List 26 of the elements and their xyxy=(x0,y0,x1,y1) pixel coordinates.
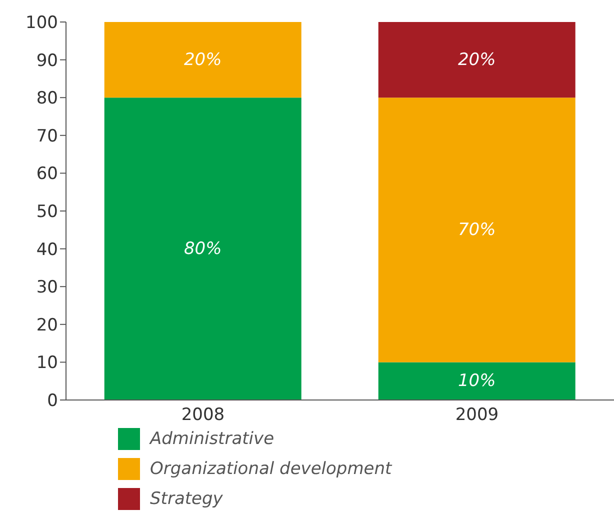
y-tick-label: 20 xyxy=(36,315,58,336)
bar xyxy=(104,22,302,98)
data-label: 20% xyxy=(184,50,222,70)
y-tick-label: 0 xyxy=(47,391,58,412)
legend-label: Administrative xyxy=(150,429,274,449)
bar xyxy=(104,98,302,400)
bar xyxy=(378,362,576,400)
y-tick-label: 90 xyxy=(36,50,58,71)
y-tick-label: 60 xyxy=(36,164,58,184)
data-label: 20% xyxy=(458,50,496,70)
y-tick-label: 30 xyxy=(36,278,58,298)
data-label: 70% xyxy=(458,220,496,240)
bar xyxy=(378,22,576,98)
y-tick-label: 10 xyxy=(36,353,58,374)
y-tick-label: 70 xyxy=(36,126,58,146)
data-label: 10% xyxy=(458,371,496,392)
x-tick-label: 2008 xyxy=(181,405,225,426)
y-tick-label: 100 xyxy=(26,13,58,34)
x-tick-label: 2009 xyxy=(455,405,499,426)
y-tick-label: 50 xyxy=(36,202,58,222)
y-tick-label: 80 xyxy=(36,88,58,109)
legend-label: Organizational development xyxy=(150,459,392,479)
y-tick-label: 40 xyxy=(36,240,58,260)
bar xyxy=(378,98,576,362)
legend-label: Strategy xyxy=(150,489,223,509)
data-label: 80% xyxy=(184,238,222,259)
